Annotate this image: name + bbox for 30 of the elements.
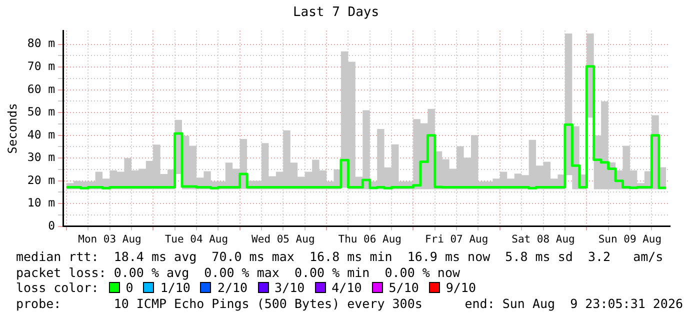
x-tick-label: Fri 07 Aug [424, 233, 488, 246]
legend-label: 3/10 [274, 280, 305, 296]
y-tick-label: 70 m [27, 59, 56, 74]
text: packet loss: 0.00 % avg 0.00 % max 0.00 % min 0.00 % now [16, 264, 462, 280]
legend-label: 1/10 [160, 280, 190, 296]
text: probe: 10 ICMP Echo Pings (500 Bytes) every 300s [16, 296, 422, 311]
x-tick-label: Tue 04 Aug [164, 233, 228, 246]
legend-label: 4/10 [332, 280, 362, 296]
legend-label: 9/10 [446, 280, 476, 296]
text: end: Sun Aug 9 23:05:31 2026 [464, 296, 683, 311]
x-tick-label: Mon 03 Aug [78, 233, 142, 246]
legend-label: 2/10 [217, 280, 248, 296]
legend-title: loss color: [16, 280, 99, 296]
y-tick-label: 60 m [27, 82, 56, 96]
y-tick-label: 50 m [27, 104, 56, 119]
x-tick-label: Thu 06 Aug [338, 233, 402, 246]
y-tick-label: 20 m [27, 172, 56, 187]
y-tick-label: 40 m [27, 127, 56, 142]
legend-label: 0 [126, 280, 134, 296]
x-tick-label: Wed 05 Aug [252, 233, 315, 246]
chart-title: Last 7 Days [292, 5, 380, 20]
text: median rtt: 18.4 ms avg 70.0 ms max 16.8 ms min 16.9 ms now 5.8 ms sd 3.2 am/s [16, 249, 664, 264]
y-tick-label: 0 [48, 218, 56, 232]
y-tick-label: 10 m [27, 196, 56, 210]
legend-label: 5/10 [388, 280, 419, 296]
y-axis-title: Seconds [5, 103, 20, 154]
y-tick-label: 30 m [27, 150, 56, 164]
y-tick-label: 80 m [27, 36, 56, 50]
x-tick-label: Sun 09 Aug [598, 233, 662, 246]
x-tick-label: Sat 08 Aug [512, 233, 575, 246]
